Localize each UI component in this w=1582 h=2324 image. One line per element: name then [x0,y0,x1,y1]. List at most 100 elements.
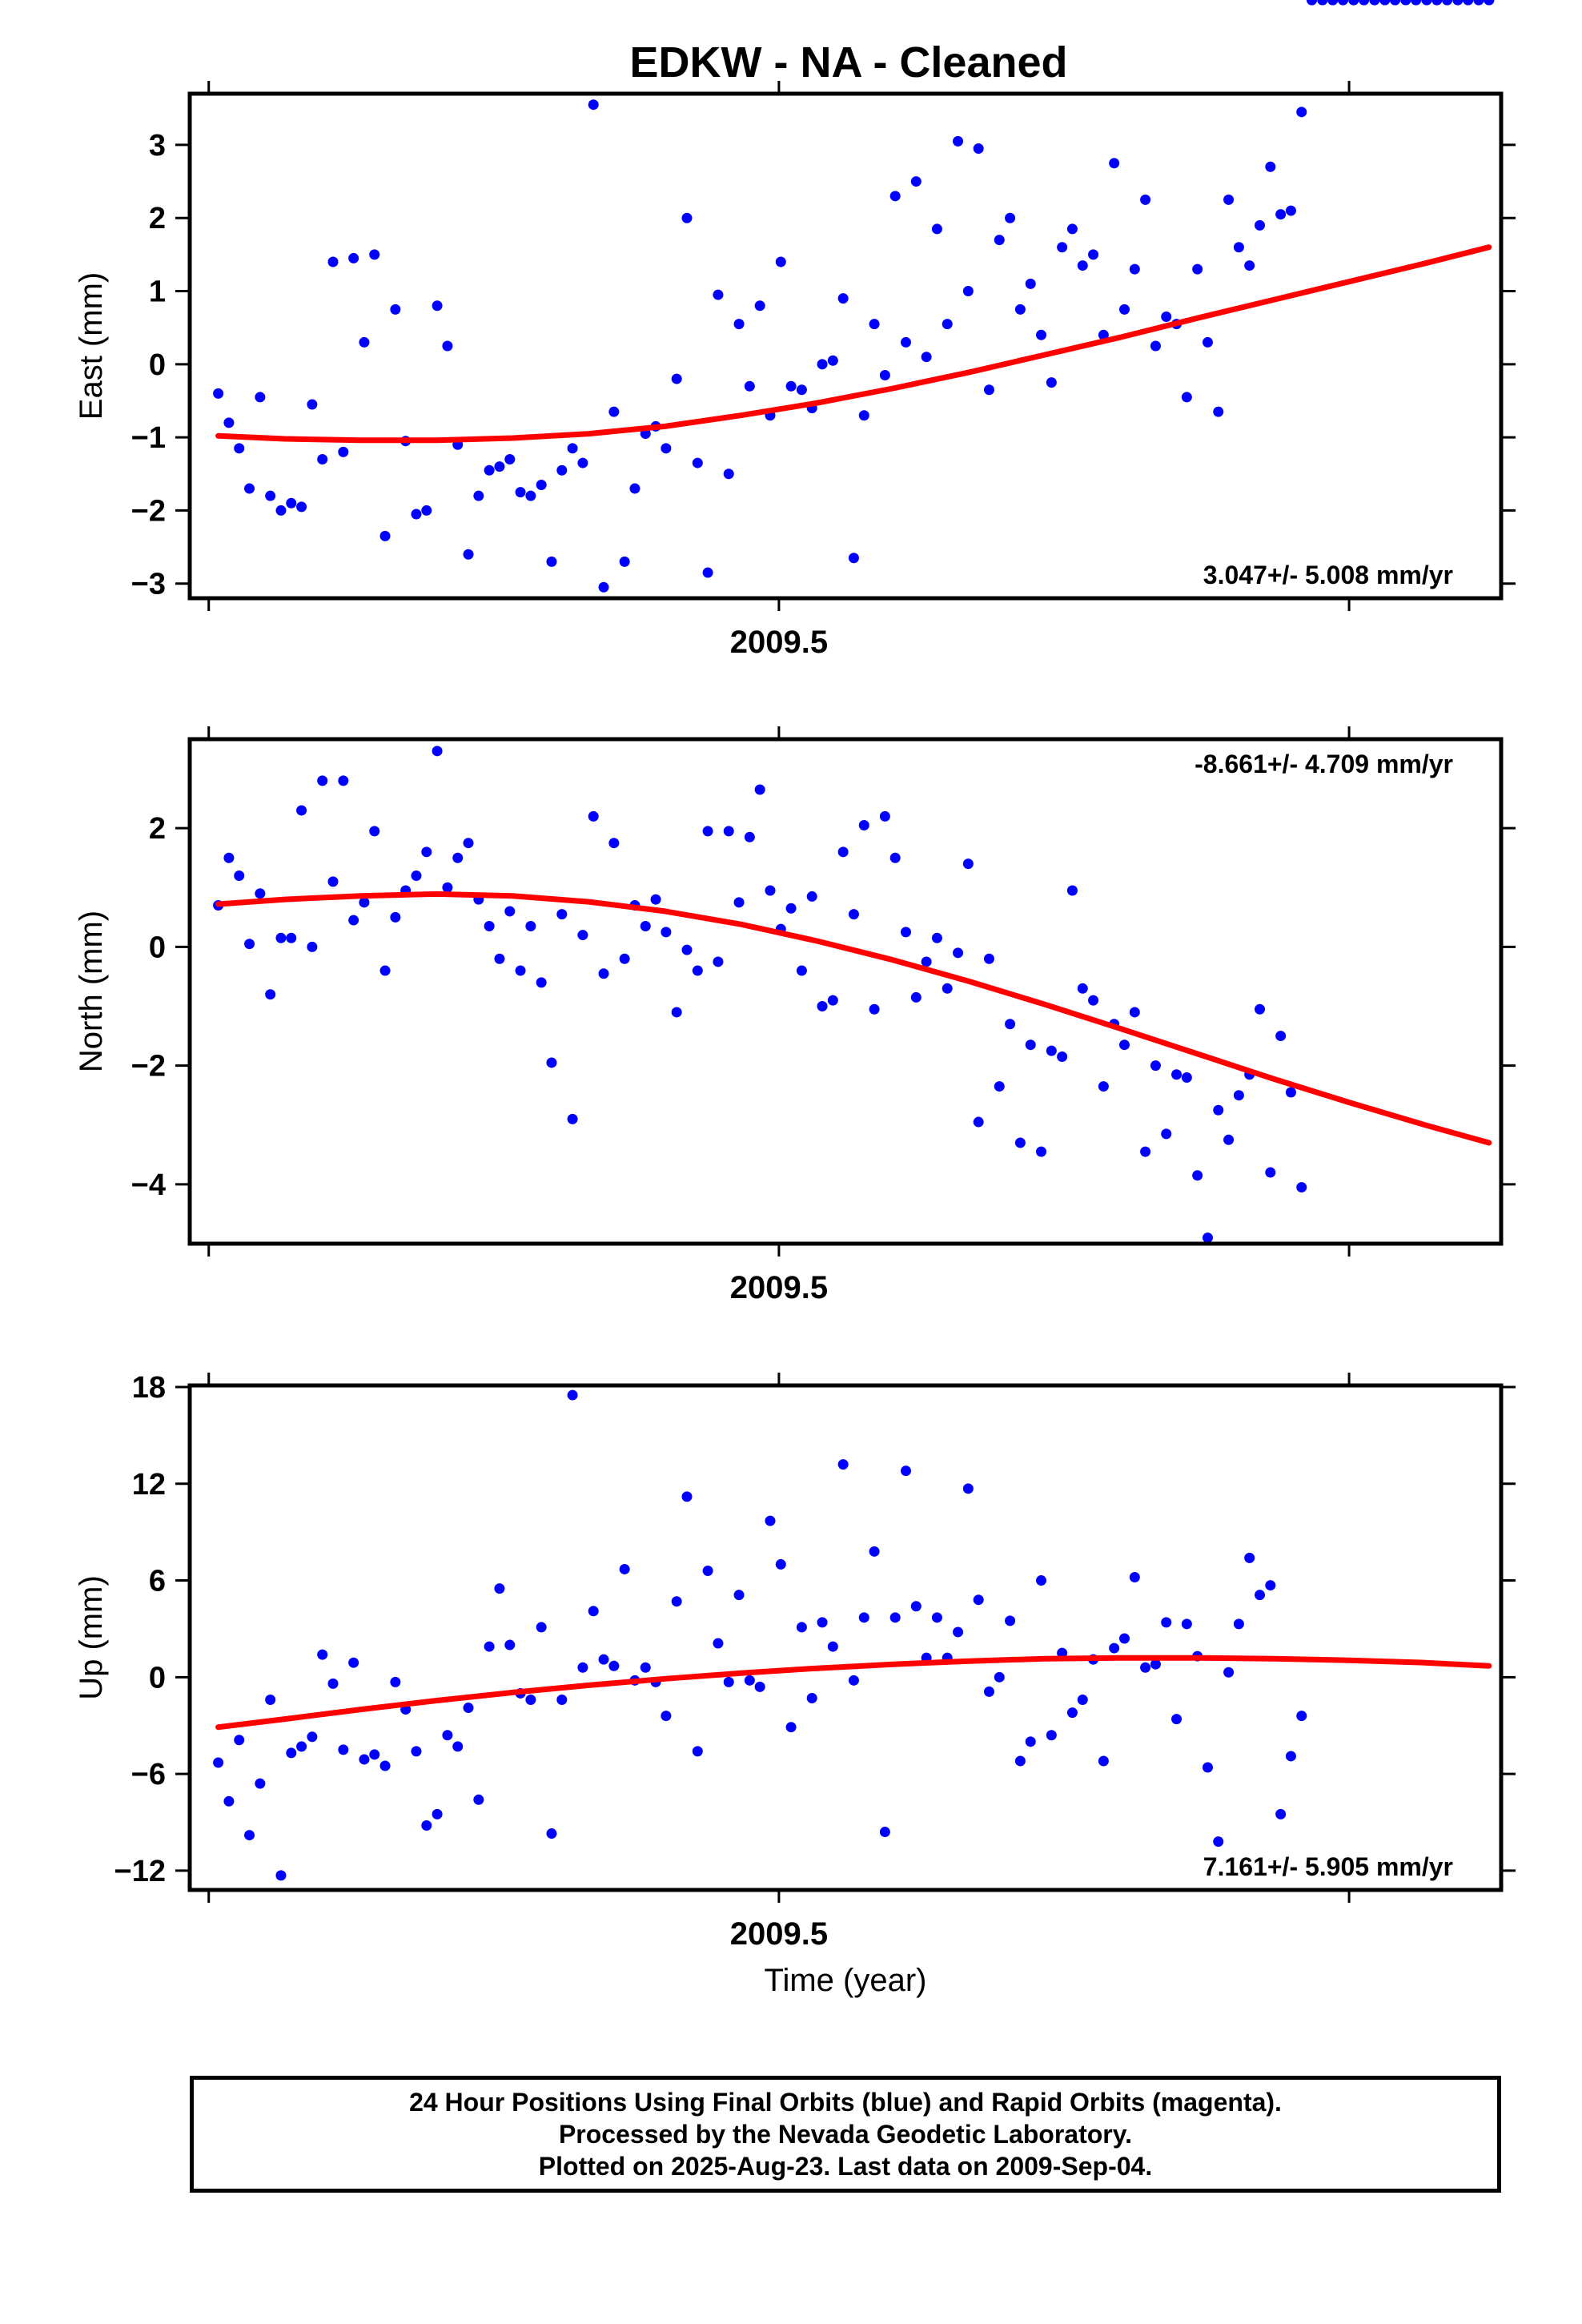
data-point [1285,205,1296,216]
data-point [681,212,693,223]
data-point [1057,1051,1068,1063]
y-tick-label: 12 [132,1468,166,1502]
data-point [994,235,1005,246]
data-point [910,991,921,1003]
data-point [1005,1615,1016,1626]
data-point [317,1649,328,1660]
data-point [307,399,318,410]
data-point [858,1612,869,1623]
data-point [463,838,474,849]
y-tick-label: −3 [131,568,166,601]
data-point [1192,263,1203,275]
data-point [921,352,932,363]
data-point [234,443,245,454]
data-point [296,805,307,816]
y-tick-label: 2 [149,202,166,235]
data-point [858,410,869,421]
data-point [577,930,588,941]
data-point [556,1694,568,1705]
data-point [1129,1572,1140,1583]
east-panel: 3 2 1 0 −1 −2 −3 2009.5 East (mm) 3.047+/- 5.008 … [74,0,1516,660]
data-point [421,505,432,516]
data-point [567,1113,578,1124]
y-tick-label: 0 [149,1661,166,1695]
data-point [953,1626,964,1638]
data-point [525,1694,536,1705]
data-point [421,1819,432,1831]
data-point [994,1081,1005,1092]
data-point [1171,1714,1182,1725]
data-point [265,989,276,1000]
data-point [1213,406,1224,417]
data-point [1161,311,1172,322]
data-point [411,870,422,881]
data-point [754,784,765,795]
data-point [827,355,838,366]
data-point [723,468,734,480]
data-point [1255,219,1266,231]
data-point [223,852,235,863]
data-point [1077,1694,1088,1705]
data-point [1359,0,1370,6]
data-point [692,1746,703,1757]
data-point [598,581,609,593]
data-point [1421,0,1432,6]
data-point [1036,329,1047,340]
data-point [255,888,266,899]
data-point [650,894,661,905]
data-point [379,530,391,541]
data-point [1140,1662,1151,1673]
data-point [463,549,474,560]
data-point [1369,0,1380,6]
data-point [1348,0,1359,6]
data-point [879,1827,890,1838]
data-point [338,775,349,786]
y-tick-label: −12 [114,1855,166,1888]
data-point [733,1590,745,1601]
data-point [1118,1039,1130,1051]
fit-curve [215,891,1492,1146]
data-point [1275,1031,1287,1042]
data-point [754,300,765,312]
data-point [796,1622,807,1633]
data-point [1244,260,1255,271]
data-point [525,490,536,501]
data-point [317,775,328,786]
data-point [369,826,380,837]
data-point [317,454,328,465]
data-point [1265,161,1276,172]
data-point [213,1757,224,1768]
data-point [348,252,359,263]
data-point [671,373,682,384]
data-point [504,906,516,917]
data-point [983,384,994,396]
data-point [494,461,505,472]
data-point [1150,340,1161,352]
data-point [598,1654,609,1665]
data-point [858,819,869,830]
y-tick-label: 18 [132,1371,166,1405]
data-point [536,479,547,490]
data-point [921,956,932,967]
data-point [546,1828,557,1839]
data-point [1077,983,1088,994]
data-point [889,191,901,202]
data-point [1150,1659,1161,1670]
x-tick-label: 2009.5 [730,625,828,660]
data-point [473,1794,484,1805]
data-point [661,1711,672,1722]
y-tick-label: 6 [149,1565,166,1598]
data-point [1233,1618,1244,1630]
data-point [785,380,797,392]
data-point [1452,0,1464,6]
data-point [1098,1755,1109,1767]
data-point [1442,0,1453,6]
data-point [1046,1730,1057,1741]
data-point [525,920,536,931]
data-point [1161,1128,1172,1140]
data-point [1275,209,1287,220]
data-point [515,965,526,976]
data-point [536,1622,547,1633]
data-point [265,490,276,501]
